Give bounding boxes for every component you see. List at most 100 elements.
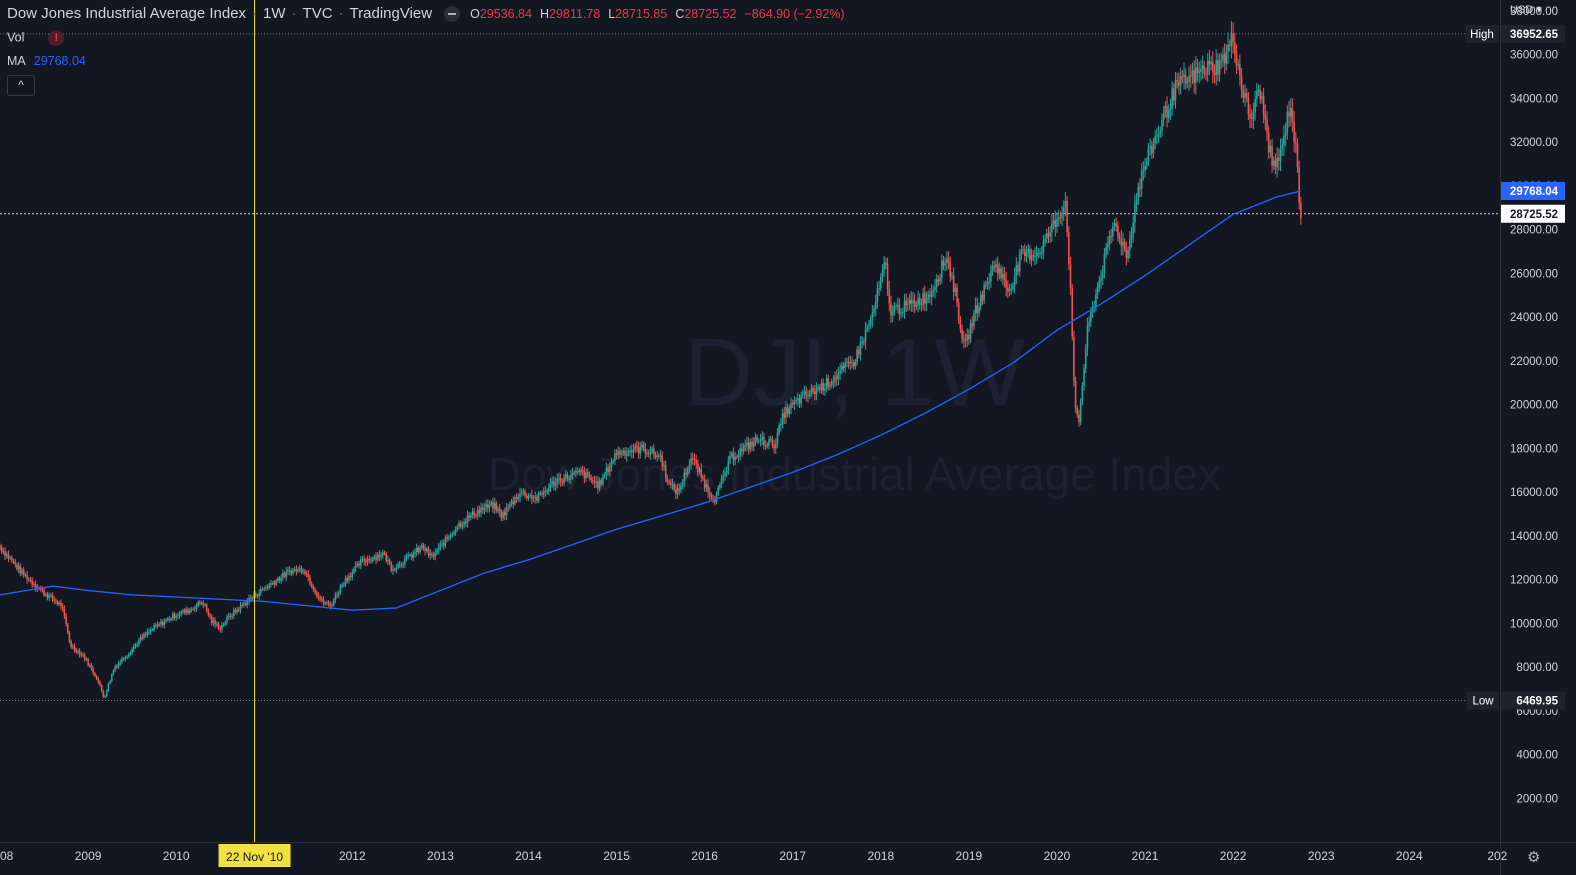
candle-body <box>202 602 205 606</box>
candle-body <box>1234 42 1236 54</box>
candle-body <box>402 564 404 566</box>
candle-body <box>1162 112 1165 120</box>
candle-body <box>615 453 618 456</box>
candle-body <box>1017 265 1019 272</box>
candle-body <box>33 584 35 586</box>
candle-body <box>412 553 415 558</box>
candle-body <box>763 436 765 446</box>
candle-body <box>239 604 242 611</box>
candle-body <box>238 609 240 611</box>
candle-body <box>1161 119 1163 131</box>
y-tick-label: 24000.00 <box>1510 312 1558 324</box>
candle-body <box>300 568 303 573</box>
candle-body <box>216 623 218 625</box>
low-value-badge: 6469.95 <box>1516 696 1558 708</box>
candle-body <box>171 614 174 619</box>
candle-body <box>695 459 697 464</box>
candle-body <box>890 303 892 316</box>
candle-body <box>1203 65 1206 74</box>
candle-body <box>617 450 620 456</box>
candle-body <box>675 489 677 494</box>
candle-body <box>258 593 260 597</box>
candle-body <box>144 634 147 636</box>
y-tick-label: 22000.00 <box>1510 356 1558 368</box>
candle-body <box>841 365 843 371</box>
candle-body <box>448 537 450 539</box>
candle-body <box>666 477 669 483</box>
candle-body <box>182 610 184 613</box>
candle-body <box>11 557 13 561</box>
candle-body <box>143 634 145 638</box>
candle-body <box>527 496 530 498</box>
candle-body <box>918 298 921 306</box>
candle-body <box>1125 248 1128 259</box>
candle-body <box>1018 254 1021 272</box>
candle-body <box>1001 273 1004 279</box>
candle-body <box>776 432 779 444</box>
candle-body <box>397 563 399 568</box>
candle-body <box>1059 217 1062 219</box>
candle-body <box>44 594 47 596</box>
candle-body <box>691 458 694 460</box>
hide-legend-icon[interactable] <box>444 5 461 22</box>
ma-indicator[interactable]: MA 29768.04 <box>7 54 86 68</box>
y-tick-label: 34000.00 <box>1510 93 1558 105</box>
candle-body <box>317 595 320 598</box>
candle-body <box>146 631 149 635</box>
candle-body <box>707 484 709 493</box>
candle-body <box>205 604 208 611</box>
candle-body <box>878 287 880 289</box>
candle-body <box>1101 272 1104 279</box>
ohlc-values: O29536.84 H29811.78 L28715.85 C28725.52 … <box>470 7 844 21</box>
candle-body <box>260 588 262 594</box>
interval-label[interactable]: 1W <box>263 5 286 22</box>
candle-body <box>993 266 996 268</box>
source-label: TradingView <box>349 5 433 22</box>
candle-body <box>620 453 623 455</box>
candle-body <box>222 624 225 626</box>
candle-body <box>553 481 555 486</box>
gear-icon[interactable]: ⚙ <box>1527 849 1541 866</box>
candle-body <box>75 649 78 653</box>
candle-body <box>63 608 66 616</box>
candle-body <box>263 588 266 590</box>
candle-body <box>835 376 838 379</box>
candle-body <box>1208 60 1211 65</box>
collapse-indicators-button[interactable]: ^ <box>7 75 35 96</box>
candle-body <box>1206 60 1209 75</box>
candle-body <box>605 467 608 476</box>
candle-body <box>1281 145 1284 149</box>
x-tick-label: 2018 <box>867 849 894 863</box>
candle-body <box>759 439 762 441</box>
candle-body <box>104 696 106 698</box>
warning-icon[interactable]: ! <box>48 30 65 46</box>
candle-body <box>649 451 652 455</box>
candle-body <box>1267 132 1270 153</box>
y-tick-label: 12000.00 <box>1510 575 1558 587</box>
symbol-title[interactable]: Dow Jones Industrial Average Index <box>7 5 247 22</box>
candle-body <box>48 595 50 598</box>
candle-body <box>710 495 713 499</box>
candle-body <box>885 262 887 265</box>
candle-body <box>151 629 154 631</box>
y-tick-label: 18000.00 <box>1510 443 1558 455</box>
candle-body <box>854 362 857 367</box>
candle-body <box>24 574 27 576</box>
candle-body <box>483 507 486 510</box>
crosshair-date-badge <box>218 844 291 867</box>
candle-body <box>65 615 67 625</box>
candle-body <box>185 609 188 613</box>
candle-body <box>846 361 848 363</box>
candle-body <box>764 444 767 446</box>
candle-body <box>651 448 653 452</box>
currency-menu[interactable]: USD ▾ <box>1510 4 1542 16</box>
candle-body <box>373 556 376 559</box>
candle-body <box>815 388 818 394</box>
candle-body <box>161 621 164 625</box>
volume-indicator[interactable]: Vol! <box>7 30 65 46</box>
candle-body <box>905 300 908 305</box>
candle-body <box>969 323 972 340</box>
candle-body <box>1291 108 1294 122</box>
candle-body <box>1235 53 1238 66</box>
